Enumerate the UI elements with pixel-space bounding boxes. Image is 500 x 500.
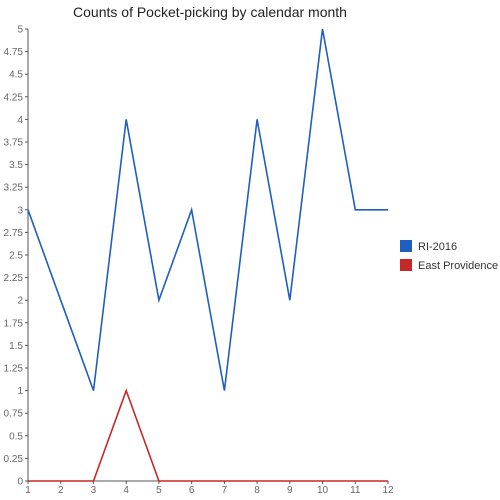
y-tick-label: 2 <box>17 296 23 307</box>
y-tick-label: 0 <box>17 477 23 488</box>
x-tick-label: 2 <box>58 485 64 496</box>
y-tick-label: 4 <box>17 115 23 126</box>
legend: RI-2016 East Providence <box>400 240 498 272</box>
legend-label: RI-2016 <box>418 241 457 253</box>
y-tick-label: 1 <box>17 386 23 397</box>
y-tick-label: 0.5 <box>9 431 23 442</box>
legend-label: East Providence <box>418 260 498 272</box>
chart-title: Counts of Pocket-picking by calendar mon… <box>73 4 347 20</box>
y-tick-label: 5 <box>17 25 23 36</box>
x-axis-ticks: 1 2 3 4 5 6 7 8 9 10 11 12 <box>25 481 394 496</box>
legend-swatch <box>400 240 412 252</box>
y-tick-label: 2.5 <box>9 251 23 262</box>
y-tick-label: 1.5 <box>9 341 23 352</box>
y-tick-label: 1.75 <box>4 318 24 329</box>
y-axis-ticks: 0 0.25 0.5 0.75 1 1.25 1.5 1.75 2 2.25 2.5 2.75 3 3.2… <box>4 25 28 488</box>
y-tick-label: 3.5 <box>9 160 23 171</box>
x-tick-label: 8 <box>254 485 260 496</box>
x-tick-label: 6 <box>189 485 195 496</box>
y-tick-label: 3.25 <box>4 183 24 194</box>
y-tick-label: 3 <box>17 205 23 216</box>
x-tick-label: 5 <box>156 485 162 496</box>
series-line-east-providence <box>28 388 388 482</box>
y-tick-label: 0.75 <box>4 409 24 420</box>
x-tick-label: 12 <box>382 485 394 496</box>
y-tick-label: 1.25 <box>4 364 24 375</box>
x-tick-label: 1 <box>25 485 31 496</box>
x-tick-label: 10 <box>317 485 329 496</box>
y-tick-label: 3.75 <box>4 138 24 149</box>
legend-swatch <box>400 259 412 271</box>
series-layer <box>27 28 388 482</box>
y-tick-label: 4.25 <box>4 92 24 103</box>
x-tick-label: 4 <box>123 485 129 496</box>
series-line-ri-2016 <box>27 28 388 391</box>
y-tick-label: 4.5 <box>9 70 23 81</box>
y-tick-label: 2.25 <box>4 273 24 284</box>
x-tick-label: 9 <box>287 485 293 496</box>
y-tick-label: 4.75 <box>4 47 24 58</box>
x-tick-label: 11 <box>350 485 361 496</box>
y-tick-label: 0.25 <box>4 454 24 465</box>
x-tick-label: 7 <box>222 485 228 496</box>
x-tick-label: 3 <box>91 485 97 496</box>
y-tick-label: 2.75 <box>4 228 24 239</box>
